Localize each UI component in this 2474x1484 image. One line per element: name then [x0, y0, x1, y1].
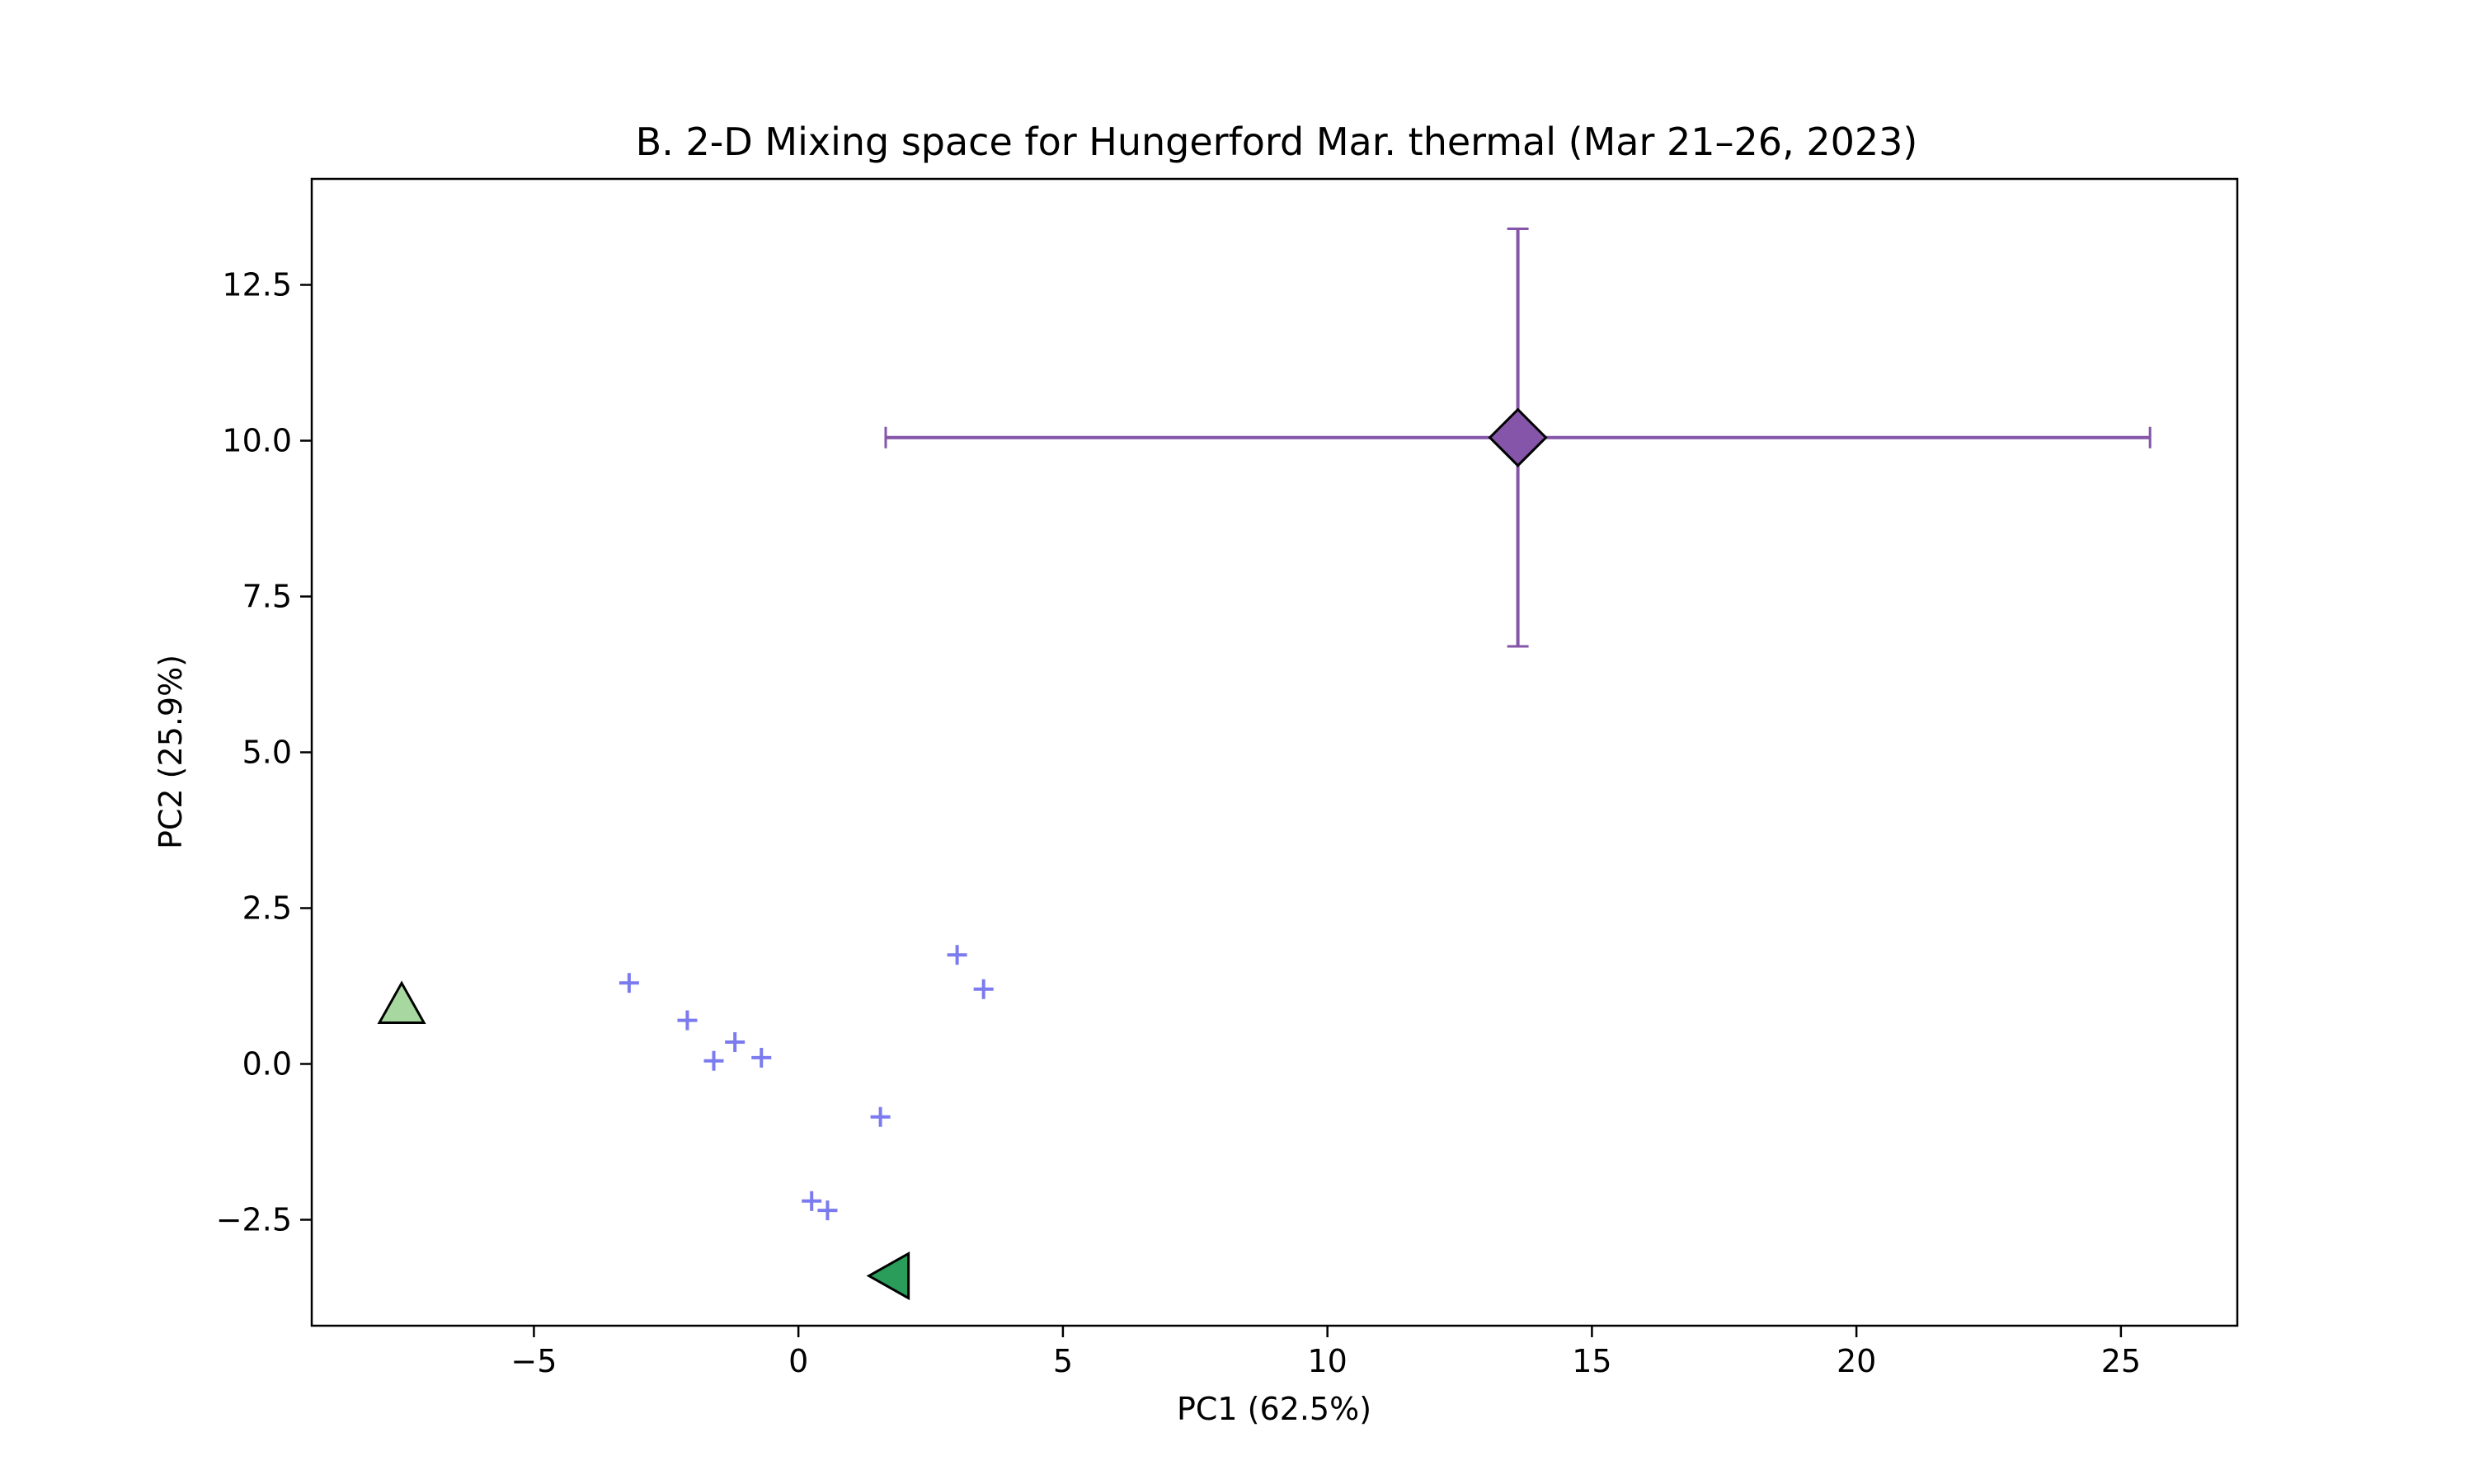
end-member-triangle-up: [377, 980, 426, 1024]
x-tick-label: 20: [1837, 1343, 1876, 1379]
end-member-diamond: [1488, 407, 1548, 467]
sample-point: [817, 1200, 838, 1221]
y-axis: −2.5 0.0 2.5 5.0 7.5 10.0 12.5: [216, 267, 312, 1237]
x-tick-label: 15: [1572, 1343, 1611, 1379]
x-tick-label: 0: [788, 1343, 808, 1379]
sample-point: [677, 1010, 698, 1031]
sample-point: [703, 1050, 724, 1071]
plot-area: [377, 227, 2152, 1301]
x-axis: −5 0 5 10 15 20 25: [510, 1326, 2141, 1379]
y-axis-label: PC2 (25.9%): [153, 655, 189, 849]
sample-point: [725, 1032, 745, 1053]
sample-point: [947, 945, 967, 965]
x-tick-label: 5: [1053, 1343, 1073, 1379]
y-tick-label: 10.0: [222, 423, 292, 459]
sample-point: [870, 1106, 891, 1127]
x-tick-label: 25: [2101, 1343, 2141, 1379]
end-member-triangle-left: [866, 1251, 910, 1301]
x-tick-label: −5: [510, 1343, 557, 1379]
y-tick-label: 0.0: [242, 1045, 292, 1082]
x-tick-label: 10: [1307, 1343, 1347, 1379]
x-axis-label: PC1 (62.5%): [1177, 1391, 1371, 1427]
y-tick-label: 2.5: [242, 890, 292, 926]
sample-point: [973, 979, 994, 999]
sample-point: [618, 973, 639, 993]
sample-point: [802, 1190, 822, 1211]
y-tick-label: 12.5: [222, 267, 292, 303]
y-tick-label: −2.5: [216, 1201, 292, 1237]
sample-point: [751, 1047, 772, 1068]
y-tick-label: 5.0: [242, 735, 292, 771]
chart-title: B. 2-D Mixing space for Hungerford Mar. …: [636, 120, 1918, 164]
plot-frame: [310, 177, 2239, 1327]
y-tick-label: 7.5: [242, 579, 292, 615]
